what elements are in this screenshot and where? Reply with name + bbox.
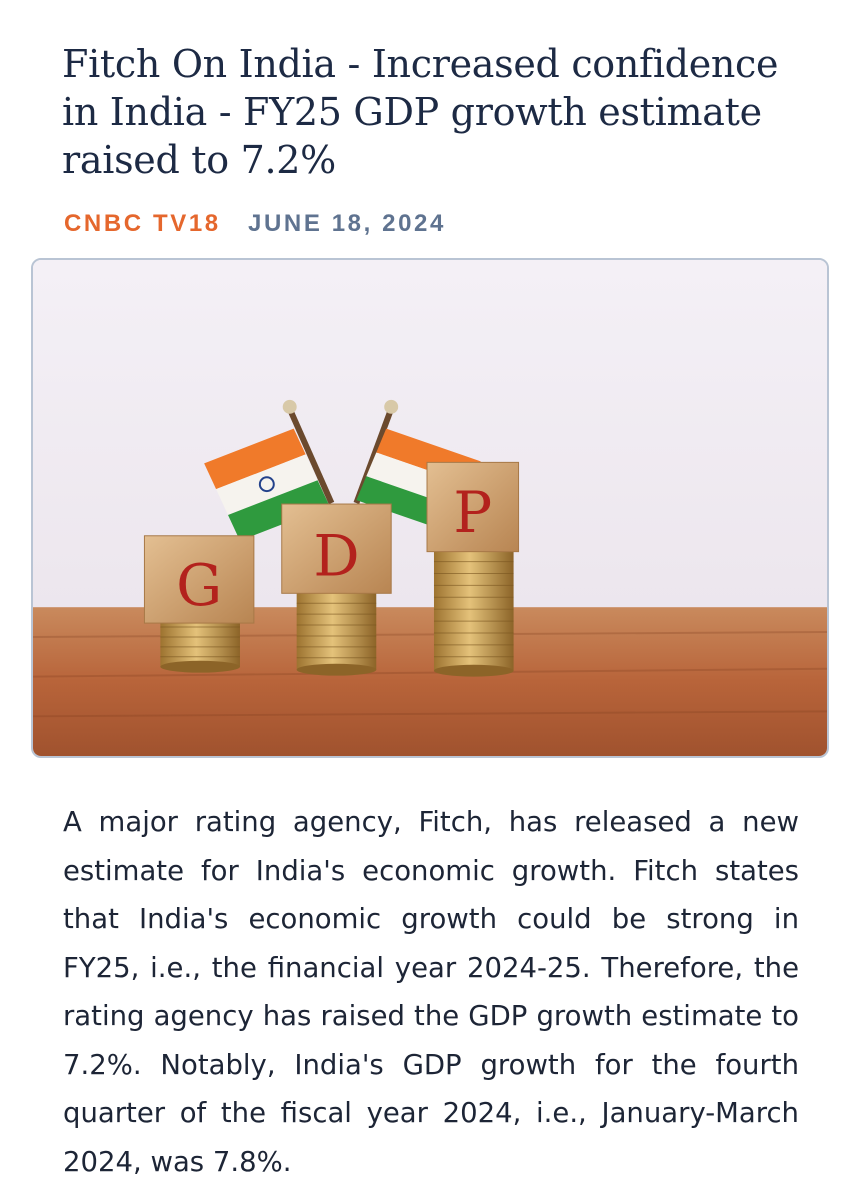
- letter-g: G: [176, 552, 222, 619]
- gdp-coins-illustration: G D P: [33, 260, 827, 756]
- india-flag-left-icon: [204, 428, 330, 541]
- article-source[interactable]: CNBC TV18: [64, 210, 221, 237]
- coin-stack-d: [296, 592, 377, 676]
- coin-stack-g: [160, 617, 240, 673]
- wood-block-p: P: [426, 461, 520, 553]
- coin-stack-p: [433, 549, 514, 677]
- article-hero-image: G D P: [31, 258, 829, 758]
- flag-pole-left: [286, 407, 335, 505]
- wood-block-d: D: [281, 503, 392, 594]
- article-date: JUNE 18, 2024: [248, 210, 446, 237]
- article-title: Fitch On India - Increased confidence in…: [62, 42, 779, 182]
- letter-p: P: [453, 479, 492, 546]
- article-meta: CNBC TV18 JUNE 18, 2024: [64, 210, 446, 238]
- letter-d: D: [313, 523, 359, 590]
- wood-block-g: G: [143, 535, 255, 624]
- article-body: A major rating agency, Fitch, has releas…: [63, 806, 799, 1178]
